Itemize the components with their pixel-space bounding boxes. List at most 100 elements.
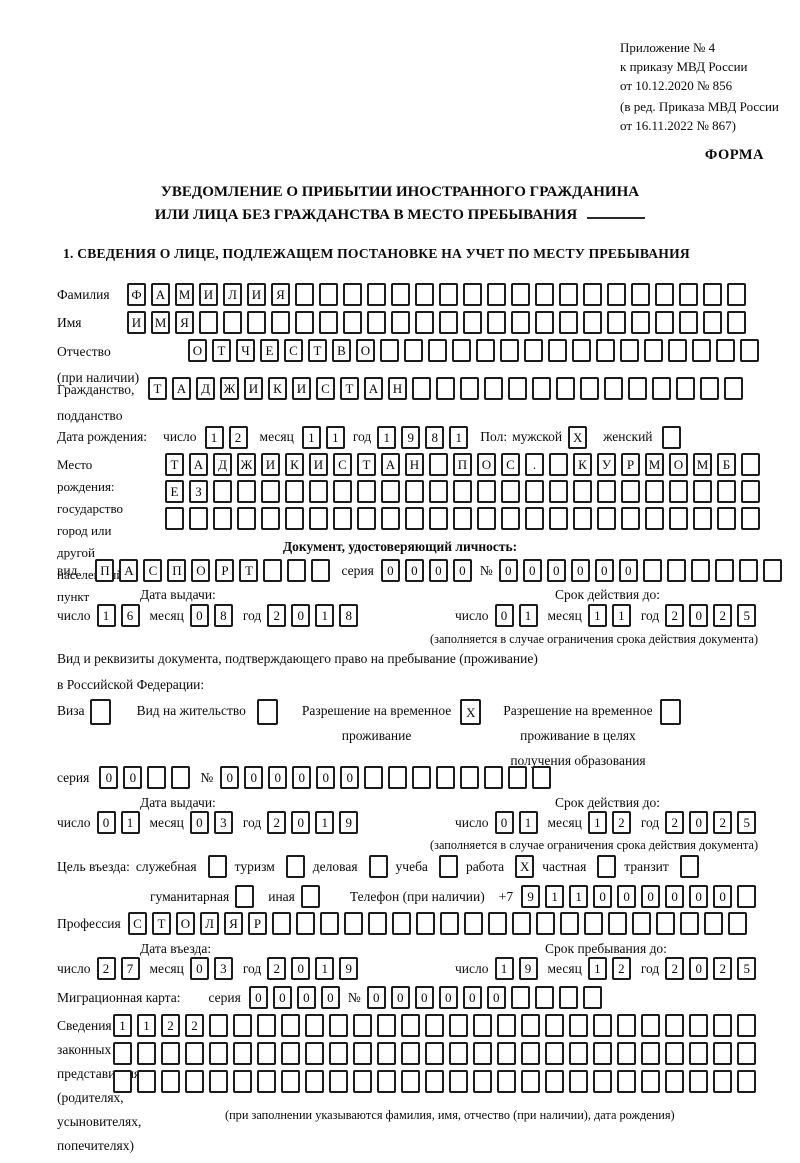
cell[interactable]: Т (357, 453, 376, 476)
cell[interactable] (628, 377, 647, 400)
cell[interactable]: 0 (494, 811, 514, 834)
cell[interactable]: 2 (185, 1014, 204, 1037)
cell[interactable] (320, 912, 339, 935)
cell[interactable]: 2 (267, 957, 287, 980)
cell[interactable] (333, 480, 352, 503)
cell[interactable]: Р (621, 453, 640, 476)
cell[interactable] (425, 1070, 444, 1093)
cell[interactable] (582, 986, 602, 1009)
cell[interactable]: И (199, 283, 218, 306)
cell[interactable]: 0 (452, 559, 472, 582)
cell[interactable] (449, 1070, 468, 1093)
cell[interactable]: X (568, 425, 588, 449)
cell[interactable] (488, 912, 507, 935)
cell[interactable] (209, 1070, 228, 1093)
cell[interactable] (617, 1070, 636, 1093)
cell[interactable]: 8 (213, 604, 233, 627)
cell[interactable]: С (501, 453, 520, 476)
cell[interactable] (597, 855, 617, 878)
cell[interactable] (305, 1042, 324, 1065)
cell[interactable]: 0 (594, 559, 614, 582)
purpose-transit-checkbox[interactable] (679, 855, 699, 878)
cell[interactable] (597, 480, 616, 503)
cell[interactable] (652, 377, 671, 400)
cell[interactable]: 2 (161, 1014, 180, 1037)
cell[interactable] (296, 912, 315, 935)
purpose-work-checkbox[interactable]: X (515, 855, 535, 878)
cell[interactable]: 1 (204, 425, 224, 449)
cell[interactable]: О (176, 912, 195, 935)
cell[interactable]: 0 (641, 885, 661, 908)
representatives-input-row3[interactable] (113, 1070, 756, 1093)
cell[interactable] (737, 1070, 756, 1093)
cell[interactable] (737, 885, 757, 908)
purpose-tourism-checkbox[interactable] (285, 855, 305, 878)
cell[interactable] (309, 507, 328, 530)
cell[interactable] (171, 766, 191, 789)
purpose-study-checkbox[interactable] (438, 855, 458, 878)
cell[interactable] (344, 912, 363, 935)
cell[interactable] (607, 283, 626, 306)
cell[interactable] (659, 699, 681, 725)
cell[interactable]: Л (223, 283, 242, 306)
representatives-input-row2[interactable] (113, 1042, 756, 1065)
cell[interactable] (287, 559, 307, 582)
cell[interactable]: А (189, 453, 208, 476)
cell[interactable] (319, 311, 338, 334)
cell[interactable]: 0 (570, 559, 590, 582)
cell[interactable] (295, 283, 314, 306)
cell[interactable] (580, 377, 599, 400)
cell[interactable] (524, 339, 543, 362)
purpose-other-checkbox[interactable] (300, 885, 320, 908)
cell[interactable] (569, 1014, 588, 1037)
cell[interactable] (425, 1042, 444, 1065)
cell[interactable] (391, 283, 410, 306)
cell[interactable] (558, 986, 578, 1009)
cell[interactable]: Т (152, 912, 171, 935)
cell[interactable] (185, 1042, 204, 1065)
cell[interactable] (620, 339, 639, 362)
cell[interactable] (436, 766, 456, 789)
cell[interactable]: С (333, 453, 352, 476)
cell[interactable] (233, 1014, 252, 1037)
cell[interactable]: 0 (546, 559, 566, 582)
cell[interactable]: 9 (339, 957, 359, 980)
cell[interactable] (583, 283, 602, 306)
cell[interactable] (669, 480, 688, 503)
cell[interactable] (295, 311, 314, 334)
cell[interactable]: 8 (339, 604, 359, 627)
cell[interactable] (716, 339, 735, 362)
cell[interactable] (559, 311, 578, 334)
cell[interactable] (429, 480, 448, 503)
cell[interactable]: Я (224, 912, 243, 935)
cell[interactable] (440, 912, 459, 935)
cell[interactable] (439, 283, 458, 306)
cell[interactable] (353, 1014, 372, 1037)
cell[interactable]: П (167, 559, 187, 582)
purpose-official-checkbox[interactable] (207, 855, 227, 878)
cell[interactable] (500, 339, 519, 362)
cell[interactable]: 0 (296, 986, 316, 1009)
cell[interactable]: 0 (618, 559, 638, 582)
cell[interactable] (693, 507, 712, 530)
cell[interactable] (534, 986, 554, 1009)
cell[interactable]: 0 (189, 811, 209, 834)
cell[interactable] (714, 559, 734, 582)
cell[interactable]: 0 (380, 559, 400, 582)
cell[interactable] (728, 912, 747, 935)
cell[interactable]: И (247, 283, 266, 306)
cell[interactable] (333, 507, 352, 530)
cell[interactable]: 0 (220, 766, 240, 789)
cell[interactable] (572, 339, 591, 362)
cell[interactable] (727, 311, 746, 334)
cell[interactable] (329, 1042, 348, 1065)
cell[interactable] (415, 283, 434, 306)
